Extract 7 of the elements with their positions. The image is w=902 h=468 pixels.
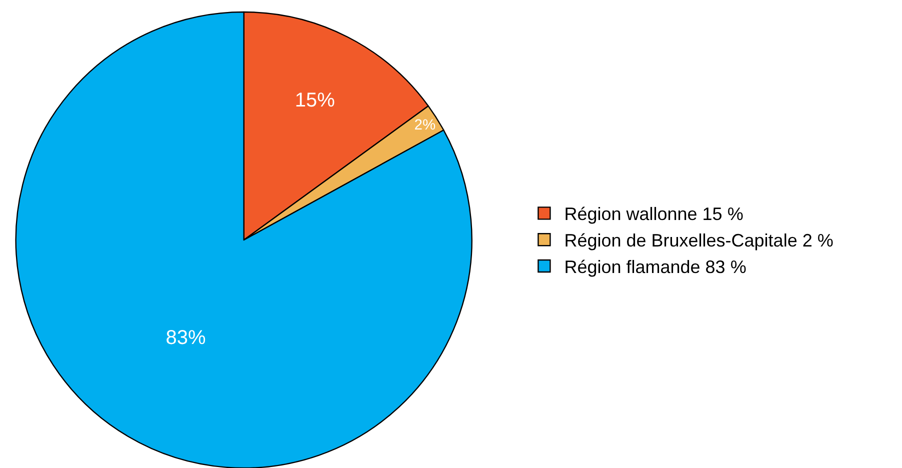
legend-label: Région flamande 83 % (564, 257, 746, 278)
data-label: 83% (166, 327, 206, 350)
data-label: 2% (414, 117, 436, 134)
data-label: 15% (294, 89, 336, 112)
pie-slice (15, 11, 472, 468)
legend-label: Région wallonne 15 % (564, 204, 744, 224)
legend-label: Région de Bruxelles-Capitale 2 % (564, 230, 834, 251)
